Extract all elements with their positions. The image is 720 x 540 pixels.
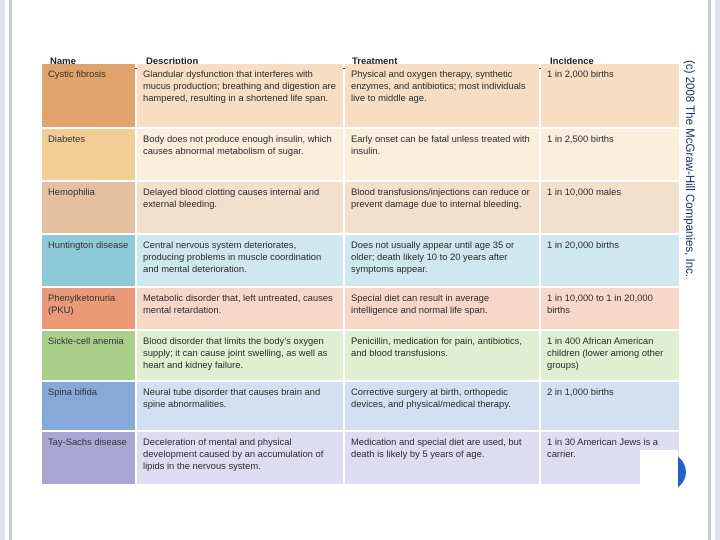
cell-treatment: Early onset can be fatal unless treated … <box>345 129 539 180</box>
cell-name: Phenylketonuria (PKU) <box>42 288 135 329</box>
cell-treatment: Medication and special diet are used, bu… <box>345 432 539 484</box>
cell-treatment: Blood transfusions/injections can reduce… <box>345 182 539 233</box>
cell-incidence: 1 in 10,000 to 1 in 20,000 births <box>541 288 679 329</box>
cell-incidence: 1 in 10,000 males <box>541 182 679 233</box>
cell-name: Hemophilia <box>42 182 135 233</box>
cell-incidence: 1 in 20,000 births <box>541 235 679 286</box>
cell-treatment: Corrective surgery at birth, orthopedic … <box>345 382 539 430</box>
cell-description: Metabolic disorder that, left untreated,… <box>137 288 343 329</box>
cell-name: Huntington disease <box>42 235 135 286</box>
header-description: Description <box>146 56 199 67</box>
cell-description: Deceleration of mental and physical deve… <box>137 432 343 484</box>
cell-description: Central nervous system deteriorates, pro… <box>137 235 343 286</box>
header-name: Name <box>50 56 76 67</box>
header-incidence: Incidence <box>550 56 594 67</box>
cell-treatment: Penicillin, medication for pain, antibio… <box>345 331 539 380</box>
cell-name: Cystic fibrosis <box>42 64 135 127</box>
cell-incidence: 1 in 2,500 births <box>541 129 679 180</box>
cell-name: Diabetes <box>42 129 135 180</box>
right-slide-border <box>700 0 720 540</box>
circle-mask <box>640 450 678 494</box>
cell-treatment: Physical and oxygen therapy, synthetic e… <box>345 64 539 127</box>
left-slide-border <box>0 0 18 540</box>
cell-description: Glandular dysfunction that interferes wi… <box>137 64 343 127</box>
copyright-text: (c) 2008 The McGraw-Hill Companies, Inc. <box>683 60 695 278</box>
cell-name: Tay-Sachs disease <box>42 432 135 484</box>
copyright-notice: (c) 2008 The McGraw-Hill Companies, Inc. <box>683 60 695 480</box>
cell-description: Delayed blood clotting causes internal a… <box>137 182 343 233</box>
cell-description: Blood disorder that limits the body’s ox… <box>137 331 343 380</box>
cell-name: Sickle-cell anemia <box>42 331 135 380</box>
cell-treatment: Special diet can result in average intel… <box>345 288 539 329</box>
cell-incidence: 1 in 400 African American children (lowe… <box>541 331 679 380</box>
cell-name: Spina bifida <box>42 382 135 430</box>
table-header: Name Description Treatment Incidence <box>0 0 720 70</box>
header-treatment: Treatment <box>352 56 398 67</box>
cell-description: Body does not produce enough insulin, wh… <box>137 129 343 180</box>
cell-description: Neural tube disorder that causes brain a… <box>137 382 343 430</box>
cell-treatment: Does not usually appear until age 35 or … <box>345 235 539 286</box>
cell-incidence: 2 in 1,000 births <box>541 382 679 430</box>
cell-incidence: 1 in 2,000 births <box>541 64 679 127</box>
